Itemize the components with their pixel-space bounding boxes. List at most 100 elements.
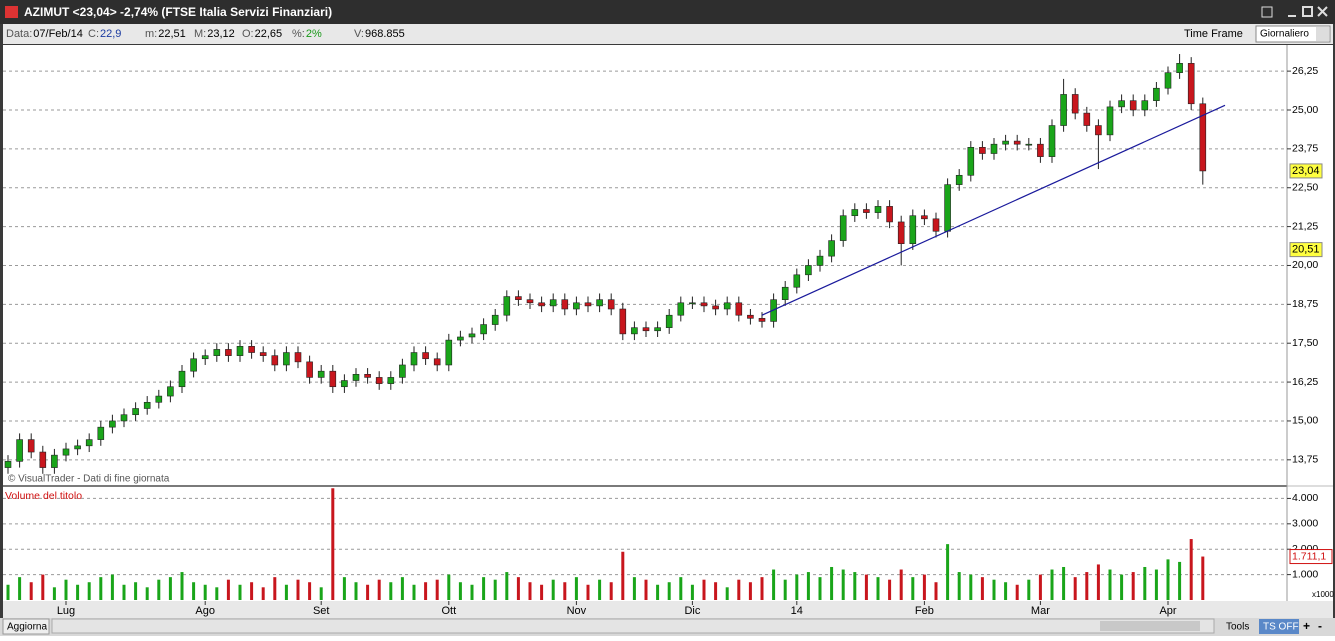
period-value[interactable]: Giornaliero xyxy=(1260,29,1309,40)
volume-bar xyxy=(888,579,892,600)
volume-bar xyxy=(458,582,462,600)
candle-body xyxy=(747,314,754,319)
volume-bar xyxy=(992,579,996,600)
volume-bar xyxy=(157,579,161,600)
volume-bar xyxy=(342,577,346,600)
candle-body xyxy=(758,318,766,322)
y-tick-label: 22,50 xyxy=(1292,182,1318,194)
info-label: Data: xyxy=(6,28,32,40)
volume-bar xyxy=(76,584,80,600)
x-tick-label: Set xyxy=(313,605,330,617)
volume-bar xyxy=(969,574,973,600)
candle-body xyxy=(236,346,244,356)
candle-body xyxy=(828,240,835,257)
info-label: V: xyxy=(354,28,364,40)
y-tick-label: 23,75 xyxy=(1292,143,1318,155)
price-tag-label: 23,04 xyxy=(1292,165,1320,177)
candle-body xyxy=(805,265,812,276)
ts-button[interactable] xyxy=(1259,619,1299,634)
volume-bar xyxy=(482,577,486,600)
candle-body xyxy=(1176,63,1183,73)
volume-bar xyxy=(250,582,254,600)
candle-body xyxy=(271,355,279,366)
candle-body xyxy=(677,302,685,316)
candle-body xyxy=(1141,100,1149,111)
volume-bar xyxy=(957,572,961,600)
candle-body xyxy=(433,358,441,366)
volume-bar xyxy=(18,577,22,600)
info-label: C: xyxy=(88,28,99,40)
y-tick-label: 13,75 xyxy=(1292,454,1318,466)
candle-body xyxy=(248,346,255,353)
volume-bar xyxy=(308,582,312,600)
candle-body xyxy=(561,299,569,310)
volume-bar xyxy=(168,577,172,600)
y-tick-label: 15,00 xyxy=(1292,415,1318,427)
volume-bar xyxy=(899,569,903,600)
info-value: 22,65 xyxy=(255,28,283,40)
window-controls[interactable] xyxy=(1261,6,1328,18)
y-tick-label: 20,00 xyxy=(1292,259,1318,271)
info-value: 22,9 xyxy=(100,28,121,40)
candle-body xyxy=(190,358,197,372)
volume-bar xyxy=(702,579,706,600)
copyright: © VisualTrader - Dati di fine giornata xyxy=(8,474,170,485)
candle-body xyxy=(364,374,371,378)
candle-body xyxy=(526,299,534,304)
volume-bar xyxy=(238,584,242,600)
candle-body xyxy=(839,215,847,241)
candle-body xyxy=(665,314,673,328)
candle-body xyxy=(944,184,951,232)
candle-body xyxy=(294,352,302,363)
candle-body xyxy=(352,374,360,381)
scrollbar[interactable] xyxy=(51,618,1215,634)
candle-body xyxy=(201,355,209,360)
volume-bar xyxy=(1027,579,1031,600)
candle-body xyxy=(27,439,35,453)
period-select[interactable] xyxy=(1255,25,1331,43)
zoom-out[interactable]: - xyxy=(1318,619,1322,633)
volume-bar xyxy=(516,577,520,600)
volume-bar xyxy=(598,579,602,600)
x-tick-label: Ott xyxy=(441,605,456,617)
candle-body xyxy=(1071,94,1079,114)
candle-body xyxy=(132,408,139,416)
zoom-in[interactable]: + xyxy=(1303,619,1310,633)
dropdown-button[interactable] xyxy=(1316,27,1329,41)
scroll-thumb[interactable] xyxy=(1100,621,1200,631)
tool-button[interactable] xyxy=(1261,6,1273,18)
volume-bar xyxy=(876,577,880,600)
candle-body xyxy=(549,299,557,307)
close[interactable] xyxy=(1317,6,1328,17)
x-tick-label: Ago xyxy=(195,605,215,617)
app-icon xyxy=(5,6,18,18)
price-tag-label: 20,51 xyxy=(1292,244,1320,256)
volume-bar xyxy=(226,579,230,600)
candle-body xyxy=(120,414,128,422)
candle-body xyxy=(283,352,290,366)
candle-body xyxy=(723,302,731,310)
candle-body xyxy=(584,302,592,307)
refresh-button[interactable] xyxy=(2,618,50,635)
price-tag xyxy=(1289,242,1323,258)
volume-bar xyxy=(644,579,648,600)
candle-body xyxy=(700,302,708,307)
candle-body xyxy=(642,327,650,332)
candle-body xyxy=(16,439,23,462)
volume-bar xyxy=(1050,569,1054,600)
maximize[interactable] xyxy=(1302,6,1313,17)
tools-button[interactable]: Tools xyxy=(1226,622,1249,633)
ts-label[interactable]: TS OFF xyxy=(1263,622,1299,633)
candle-body xyxy=(654,327,661,332)
candle-body xyxy=(781,286,789,300)
candle-body xyxy=(909,215,917,244)
candle-body xyxy=(51,454,58,468)
candle-body xyxy=(329,370,337,388)
info-items: Data: 07/Feb/14 C: 22,9 m: 22,51 M: 23,12 O: 22,6… xyxy=(6,28,405,40)
volume-bar xyxy=(737,579,741,600)
candle-body xyxy=(167,386,174,397)
minimize[interactable] xyxy=(1288,15,1296,17)
refresh-label[interactable]: Aggiorna xyxy=(7,622,47,633)
info-label: O: xyxy=(242,28,254,40)
volume-bar xyxy=(830,566,834,600)
